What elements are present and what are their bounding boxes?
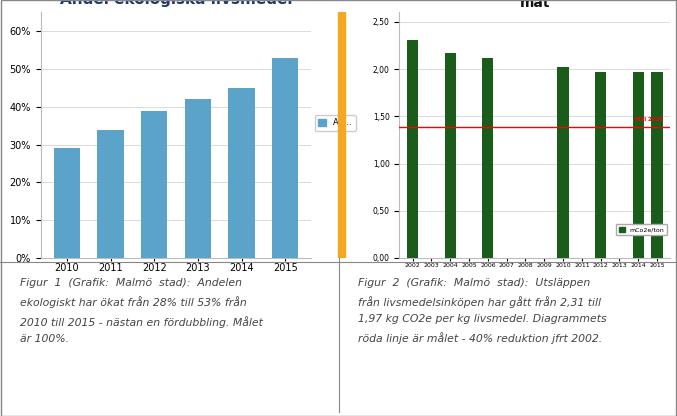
Bar: [557, 67, 569, 258]
Bar: [651, 72, 663, 258]
Bar: [185, 99, 211, 258]
Text: Mål 2020: Mål 2020: [634, 117, 663, 122]
Bar: [632, 72, 644, 258]
Title: Växthusgasutsläpp per inköpt mängd
mat: Växthusgasutsläpp per inköpt mängd mat: [389, 0, 677, 10]
Title: Andel ekologiska livsmedel: Andel ekologiska livsmedel: [60, 0, 292, 7]
Bar: [407, 40, 418, 258]
Text: Figur  2  (Grafik:  Malmö  stad):  Utsläppen
från livsmedelsinköpen har gått frå: Figur 2 (Grafik: Malmö stad): Utsläppen …: [358, 278, 607, 344]
Text: Figur  1  (Grafik:  Malmö  stad):  Andelen
ekologiskt har ökat från 28% till 53%: Figur 1 (Grafik: Malmö stad): Andelen ek…: [20, 278, 263, 344]
Bar: [272, 58, 299, 258]
Legend: mCo2e/ton: mCo2e/ton: [616, 224, 667, 235]
Bar: [97, 129, 124, 258]
Legend: An…: An…: [315, 115, 356, 131]
Bar: [228, 88, 255, 258]
Bar: [595, 72, 607, 258]
Bar: [445, 53, 456, 258]
Bar: [53, 149, 80, 258]
Bar: [482, 58, 494, 258]
Bar: [141, 111, 167, 258]
